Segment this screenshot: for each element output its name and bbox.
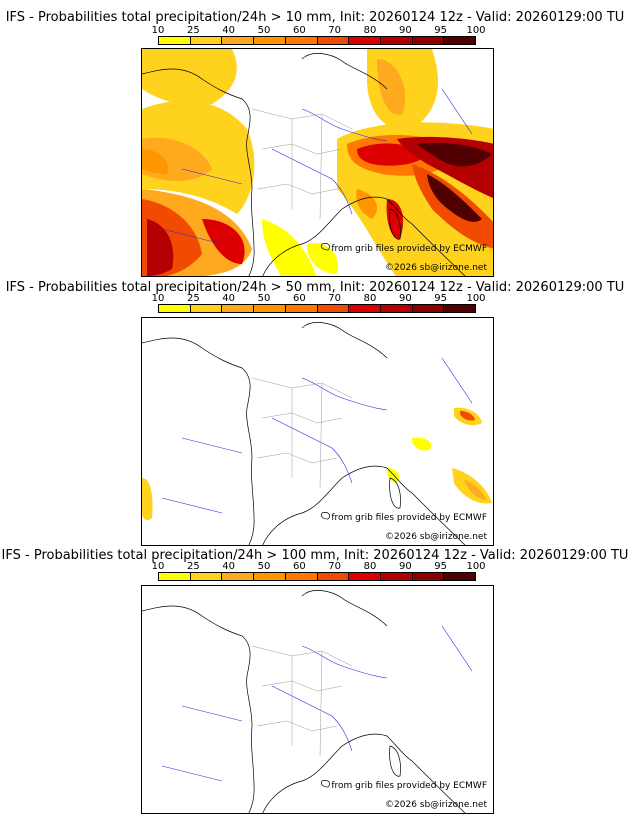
- colorbar-tick-label: 50: [257, 25, 271, 36]
- colorbar-swatch: [317, 37, 350, 44]
- panel-2-map: from grib files provided by ECMWF ©2026 …: [141, 317, 494, 546]
- colorbar-tick-label: 90: [398, 561, 412, 572]
- colorbar-tick-label: 100: [466, 25, 486, 36]
- admin-borders: [251, 108, 353, 220]
- colorbar-tick-label: 40: [222, 561, 236, 572]
- panel-1-colorbar: [158, 36, 476, 45]
- panel-3-copyright: ©2026 sb@irizone.net: [385, 800, 487, 810]
- coastlines: [142, 590, 466, 813]
- panel-2-copyright: ©2026 sb@irizone.net: [385, 532, 487, 542]
- colorbar-swatch: [222, 37, 255, 44]
- colorbar-swatch: [412, 573, 445, 580]
- colorbar-swatch: [254, 37, 286, 44]
- colorbar-tick-label: 70: [328, 293, 342, 304]
- colorbar-swatch: [380, 573, 413, 580]
- panel-3-title: IFS - Probabilities total precipitation/…: [1, 548, 629, 563]
- panel-3-map-svg: [142, 590, 473, 813]
- colorbar-tick-label: 25: [186, 25, 200, 36]
- precip-field-50mm: [142, 407, 492, 521]
- colorbar-swatch: [190, 573, 223, 580]
- colorbar-tick-label: 95: [434, 25, 448, 36]
- coastlines: [142, 322, 466, 545]
- colorbar-tick-label: 90: [398, 25, 412, 36]
- colorbar-swatch: [285, 573, 318, 580]
- colorbar-swatch: [159, 305, 191, 312]
- panel-2-colorbar-ticks: 10 25 40 50 60 70 80 90 95 100: [152, 293, 486, 304]
- colorbar-swatch: [222, 305, 255, 312]
- colorbar-tick-label: 95: [434, 293, 448, 304]
- colorbar-tick-label: 100: [466, 561, 486, 572]
- admin-borders: [251, 377, 353, 489]
- colorbar-swatch: [254, 573, 286, 580]
- precip-field-10mm: [142, 49, 493, 276]
- colorbar-tick-label: 25: [186, 293, 200, 304]
- panel-3-source-credit: from grib files provided by ECMWF: [331, 781, 487, 791]
- colorbar-swatch: [380, 305, 413, 312]
- colorbar-swatch: [444, 37, 476, 44]
- panel-2-source-credit: from grib files provided by ECMWF: [331, 513, 487, 523]
- colorbar-swatch: [317, 573, 350, 580]
- colorbar-tick-label: 100: [466, 293, 486, 304]
- panel-1-colorbar-ticks: 10 25 40 50 60 70 80 90 95 100: [152, 25, 486, 36]
- colorbar-tick-label: 60: [292, 25, 306, 36]
- colorbar-swatch: [412, 37, 445, 44]
- panel-1-copyright: ©2026 sb@irizone.net: [385, 263, 487, 273]
- colorbar-swatch: [159, 573, 191, 580]
- panel-1-map-svg: [142, 49, 493, 276]
- colorbar-swatch: [444, 305, 476, 312]
- rivers: [161, 357, 473, 514]
- panel-3-colorbar-ticks: 10 25 40 50 60 70 80 90 95 100: [152, 561, 486, 572]
- colorbar-tick-label: 70: [328, 25, 342, 36]
- colorbar-swatch: [412, 305, 445, 312]
- colorbar-swatch: [254, 305, 286, 312]
- colorbar-tick-label: 40: [222, 293, 236, 304]
- colorbar-tick-label: 80: [363, 561, 377, 572]
- colorbar-swatch: [349, 37, 381, 44]
- colorbar-tick-label: 10: [151, 561, 165, 572]
- colorbar-tick-label: 25: [186, 561, 200, 572]
- panel-2-colorbar: [158, 304, 476, 313]
- colorbar-swatch: [159, 37, 191, 44]
- colorbar-tick-label: 50: [257, 293, 271, 304]
- colorbar-swatch: [285, 37, 318, 44]
- panel-3-map: from grib files provided by ECMWF ©2026 …: [141, 585, 494, 814]
- colorbar-tick-label: 40: [222, 25, 236, 36]
- colorbar-swatch: [285, 305, 318, 312]
- colorbar-swatch: [444, 573, 476, 580]
- colorbar-tick-label: 70: [328, 561, 342, 572]
- panel-1-map: from grib files provided by ECMWF ©2026 …: [141, 48, 494, 277]
- panel-2-title: IFS - Probabilities total precipitation/…: [5, 280, 625, 295]
- colorbar-tick-label: 50: [257, 561, 271, 572]
- colorbar-tick-label: 90: [398, 293, 412, 304]
- colorbar-swatch: [380, 37, 413, 44]
- colorbar-swatch: [349, 573, 381, 580]
- colorbar-swatch: [190, 305, 223, 312]
- colorbar-tick-label: 95: [434, 561, 448, 572]
- colorbar-tick-label: 80: [363, 293, 377, 304]
- colorbar-tick-label: 60: [292, 293, 306, 304]
- colorbar-swatch: [349, 305, 381, 312]
- colorbar-swatch: [190, 37, 223, 44]
- panel-1-source-credit: from grib files provided by ECMWF: [331, 244, 487, 254]
- panel-3-colorbar: [158, 572, 476, 581]
- rivers: [161, 88, 473, 245]
- colorbar-tick-label: 10: [151, 293, 165, 304]
- coastlines: [142, 53, 466, 276]
- colorbar-tick-label: 60: [292, 561, 306, 572]
- panel-1-title: IFS - Probabilities total precipitation/…: [5, 10, 625, 25]
- colorbar-swatch: [222, 573, 255, 580]
- rivers: [161, 625, 473, 782]
- colorbar-tick-label: 10: [151, 25, 165, 36]
- colorbar-swatch: [317, 305, 350, 312]
- admin-borders: [251, 645, 353, 757]
- panel-2-map-svg: [142, 322, 492, 545]
- colorbar-tick-label: 80: [363, 25, 377, 36]
